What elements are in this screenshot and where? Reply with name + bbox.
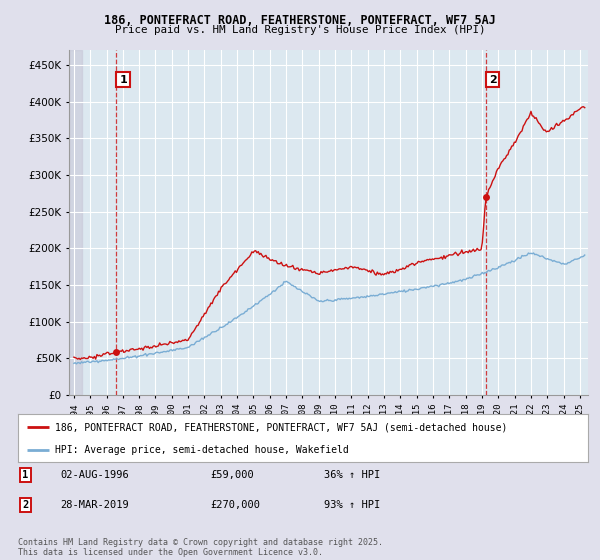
Text: £270,000: £270,000 xyxy=(210,500,260,510)
Text: Contains HM Land Registry data © Crown copyright and database right 2025.
This d: Contains HM Land Registry data © Crown c… xyxy=(18,538,383,557)
Bar xyxy=(69,50,82,395)
Text: 2: 2 xyxy=(489,74,497,85)
Text: Price paid vs. HM Land Registry's House Price Index (HPI): Price paid vs. HM Land Registry's House … xyxy=(115,25,485,35)
Text: 186, PONTEFRACT ROAD, FEATHERSTONE, PONTEFRACT, WF7 5AJ (semi-detached house): 186, PONTEFRACT ROAD, FEATHERSTONE, PONT… xyxy=(55,422,508,432)
Bar xyxy=(69,50,82,395)
Text: 1: 1 xyxy=(119,74,127,85)
Text: HPI: Average price, semi-detached house, Wakefield: HPI: Average price, semi-detached house,… xyxy=(55,445,349,455)
Text: 36% ↑ HPI: 36% ↑ HPI xyxy=(324,470,380,480)
Text: 186, PONTEFRACT ROAD, FEATHERSTONE, PONTEFRACT, WF7 5AJ: 186, PONTEFRACT ROAD, FEATHERSTONE, PONT… xyxy=(104,14,496,27)
Text: 2: 2 xyxy=(22,500,28,510)
Text: 1: 1 xyxy=(22,470,28,480)
Text: £59,000: £59,000 xyxy=(210,470,254,480)
Text: 02-AUG-1996: 02-AUG-1996 xyxy=(60,470,129,480)
Text: 28-MAR-2019: 28-MAR-2019 xyxy=(60,500,129,510)
Text: 93% ↑ HPI: 93% ↑ HPI xyxy=(324,500,380,510)
